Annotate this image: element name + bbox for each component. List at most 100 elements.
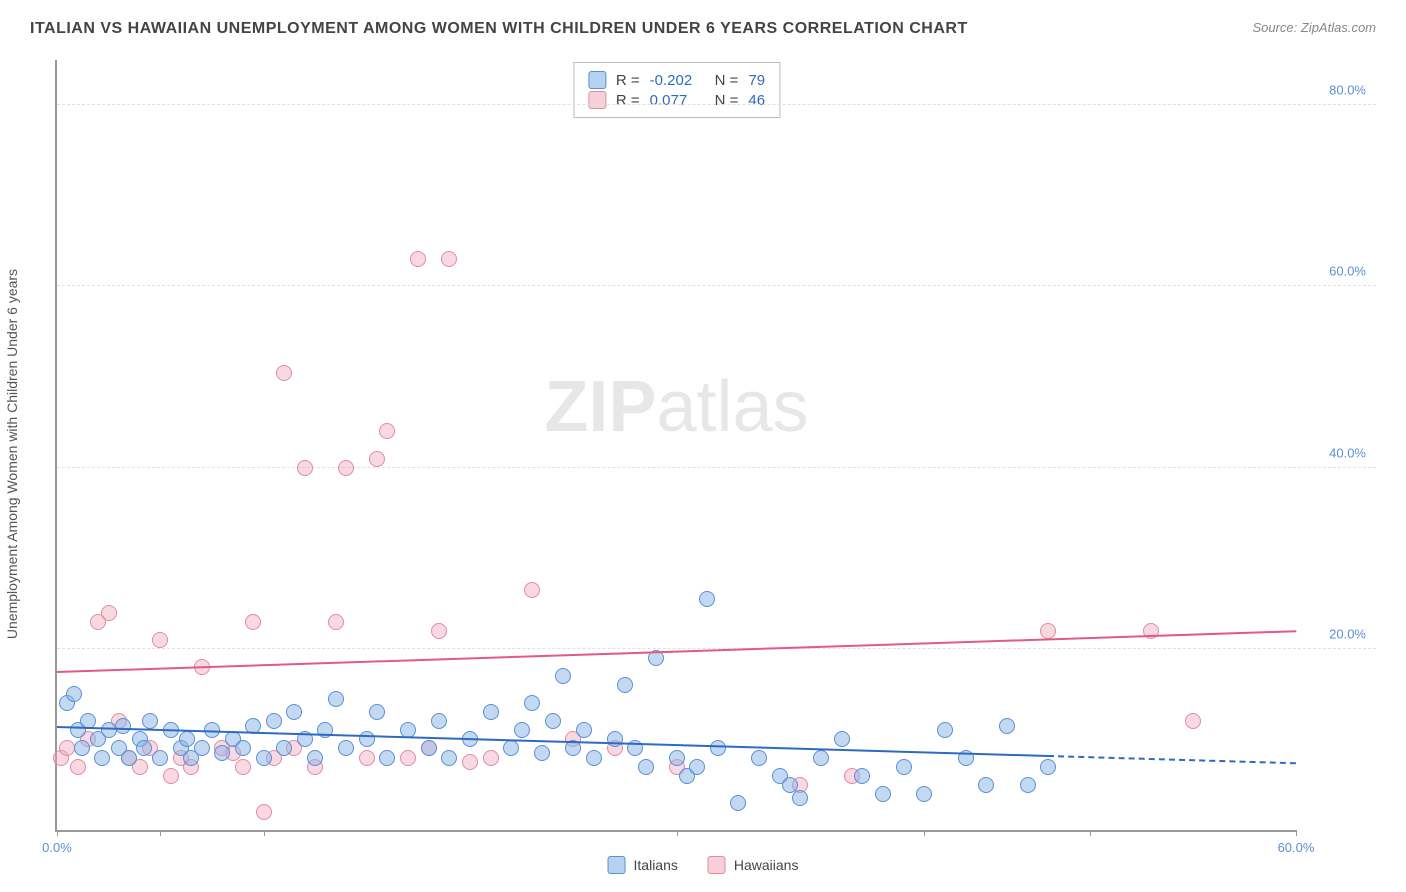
data-point <box>896 759 912 775</box>
data-point <box>524 582 540 598</box>
stat-n-label: N = <box>715 72 739 89</box>
data-point <box>1020 777 1036 793</box>
data-point <box>916 786 932 802</box>
x-tick-mark <box>160 830 161 836</box>
stats-legend-box: R = -0.202 N = 79 R = 0.077 N = 46 <box>573 62 780 118</box>
data-point <box>792 790 808 806</box>
trendline <box>57 631 1296 674</box>
data-point <box>669 750 685 766</box>
stat-n-value: 79 <box>748 72 765 89</box>
data-point <box>503 740 519 756</box>
data-point <box>359 731 375 747</box>
data-point <box>1040 623 1056 639</box>
plot-region: ZIPatlas R =-0.202N =79R =0.077N =46 20.… <box>55 60 1296 832</box>
data-point <box>441 251 457 267</box>
data-point <box>483 704 499 720</box>
data-point <box>576 722 592 738</box>
data-point <box>813 750 829 766</box>
data-point <box>369 451 385 467</box>
watermark-thin: atlas <box>656 367 808 447</box>
data-point <box>431 623 447 639</box>
data-point <box>194 740 210 756</box>
x-tick-label: 0.0% <box>42 840 72 855</box>
data-point <box>214 745 230 761</box>
data-point <box>74 740 90 756</box>
data-point <box>710 740 726 756</box>
data-point <box>369 704 385 720</box>
data-point <box>101 605 117 621</box>
data-point <box>245 614 261 630</box>
gridline <box>57 285 1376 286</box>
stat-r-label: R = <box>616 72 640 89</box>
data-point <box>152 750 168 766</box>
data-point <box>607 731 623 747</box>
data-point <box>179 731 195 747</box>
y-tick-label: 80.0% <box>1329 83 1366 98</box>
source-attribution: Source: ZipAtlas.com <box>1252 20 1376 35</box>
gridline <box>57 104 1376 105</box>
stats-row: R = -0.202 N = 79 <box>588 71 765 89</box>
stats-row: R = 0.077 N = 46 <box>588 91 765 109</box>
bottom-legend: Italians Hawaiians <box>608 856 799 874</box>
legend-swatch <box>708 856 726 874</box>
data-point <box>266 713 282 729</box>
x-tick-mark <box>264 830 265 836</box>
data-point <box>751 750 767 766</box>
data-point <box>163 768 179 784</box>
stat-r-value: -0.202 <box>650 72 705 89</box>
data-point <box>854 768 870 784</box>
legend-label: Hawaiians <box>734 857 799 873</box>
data-point <box>276 365 292 381</box>
data-point <box>328 691 344 707</box>
data-point <box>152 632 168 648</box>
data-point <box>276 740 292 756</box>
chart-area: ZIPatlas R = -0.202 N = 79 R = 0.077 N = 46 20.… <box>55 60 1376 832</box>
data-point <box>534 745 550 761</box>
watermark-bold: ZIP <box>544 367 656 447</box>
data-point <box>514 722 530 738</box>
y-tick-label: 60.0% <box>1329 264 1366 279</box>
data-point <box>286 704 302 720</box>
data-point <box>410 251 426 267</box>
data-point <box>235 740 251 756</box>
data-point <box>297 460 313 476</box>
data-point <box>121 750 137 766</box>
data-point <box>730 795 746 811</box>
data-point <box>338 460 354 476</box>
data-point <box>431 713 447 729</box>
chart-title: ITALIAN VS HAWAIIAN UNEMPLOYMENT AMONG W… <box>30 20 968 37</box>
data-point <box>937 722 953 738</box>
data-point <box>256 750 272 766</box>
x-tick-mark <box>677 830 678 836</box>
x-tick-mark <box>1090 830 1091 836</box>
data-point <box>66 686 82 702</box>
data-point <box>400 750 416 766</box>
stat-r-value: 0.077 <box>650 92 705 109</box>
x-tick-mark <box>57 830 58 836</box>
data-point <box>338 740 354 756</box>
gridline <box>57 467 1376 468</box>
x-tick-mark <box>924 830 925 836</box>
data-point <box>94 750 110 766</box>
watermark: ZIPatlas <box>544 366 808 448</box>
data-point <box>441 750 457 766</box>
data-point <box>638 759 654 775</box>
data-point <box>256 804 272 820</box>
data-point <box>462 754 478 770</box>
stat-n-value: 46 <box>748 92 765 109</box>
data-point <box>586 750 602 766</box>
legend-item: Italians <box>608 856 678 874</box>
data-point <box>689 759 705 775</box>
data-point <box>978 777 994 793</box>
data-point <box>142 713 158 729</box>
data-point <box>115 718 131 734</box>
data-point <box>483 750 499 766</box>
stat-n-label: N = <box>715 92 739 109</box>
stat-r-label: R = <box>616 92 640 109</box>
legend-swatch <box>608 856 626 874</box>
data-point <box>359 750 375 766</box>
data-point <box>545 713 561 729</box>
y-tick-label: 20.0% <box>1329 626 1366 641</box>
y-tick-label: 40.0% <box>1329 445 1366 460</box>
data-point <box>524 695 540 711</box>
